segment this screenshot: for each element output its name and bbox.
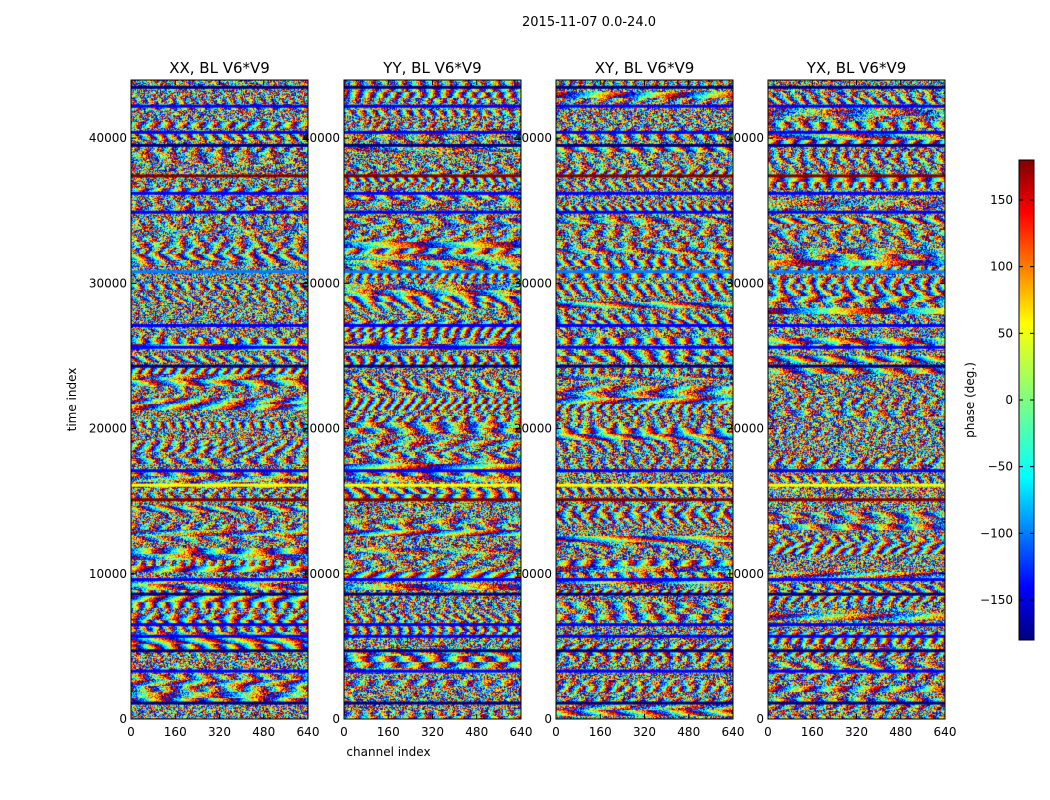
x-tick-label: 640 xyxy=(297,725,320,739)
y-tick-label: 40000 xyxy=(89,131,127,145)
x-tick-label: 480 xyxy=(677,725,700,739)
panel-title: YY, BL V6*V9 xyxy=(382,59,481,77)
x-tick-label: 320 xyxy=(845,725,868,739)
y-tick-label: 0 xyxy=(332,712,340,726)
y-tick-label: 10000 xyxy=(302,567,340,581)
y-tick-label: 20000 xyxy=(302,422,340,436)
panel-title: XY, BL V6*V9 xyxy=(595,59,695,77)
x-tick-label: 0 xyxy=(552,725,560,739)
y-tick-label: 40000 xyxy=(302,131,340,145)
y-tick-label: 0 xyxy=(544,712,552,726)
y-tick-label: 30000 xyxy=(514,276,552,290)
y-tick-label: 10000 xyxy=(89,567,127,581)
figure-suptitle: 2015-11-07 0.0-24.0 xyxy=(522,15,656,30)
panel-1: XX, BL V6*V9 0 160 320 480 640 0 10000 20000 3000… xyxy=(65,59,319,739)
y-axis-label: time index xyxy=(65,368,79,432)
x-tick-label: 640 xyxy=(934,725,957,739)
colorbar-tick-label: −150 xyxy=(980,593,1013,607)
y-tick-label: 20000 xyxy=(726,422,764,436)
panel-title: XX, BL V6*V9 xyxy=(169,59,270,77)
panel-4: YX, BL V6*V9 0 160 320 480 640 0 10000 20000 3000… xyxy=(726,59,957,739)
heatmap-image xyxy=(768,80,945,719)
heatmap-image xyxy=(131,80,308,719)
colorbar-label: phase (deg.) xyxy=(963,362,977,438)
panel-3: XY, BL V6*V9 0 160 320 480 640 0 10000 20000 3000… xyxy=(514,59,745,739)
panel-title: YX, BL V6*V9 xyxy=(806,59,907,77)
y-tick-label: 10000 xyxy=(726,567,764,581)
x-tick-label: 320 xyxy=(421,725,444,739)
y-tick-label: 20000 xyxy=(514,422,552,436)
colorbar-gradient xyxy=(1019,160,1034,640)
panels-layer: XX, BL V6*V9 0 160 320 480 640 0 10000 20000 3000… xyxy=(65,59,956,759)
heatmap-image xyxy=(556,80,733,719)
x-tick-label: 320 xyxy=(633,725,656,739)
x-tick-label: 320 xyxy=(208,725,231,739)
colorbar-tick-label: 100 xyxy=(990,260,1013,274)
y-tick-label: 40000 xyxy=(514,131,552,145)
x-tick-label: 0 xyxy=(764,725,772,739)
x-tick-label: 160 xyxy=(164,725,187,739)
y-tick-label: 40000 xyxy=(726,131,764,145)
y-tick-label: 20000 xyxy=(89,422,127,436)
colorbar-tick-label: 150 xyxy=(990,193,1013,207)
heatmap-image xyxy=(344,80,521,719)
x-tick-label: 0 xyxy=(127,725,135,739)
y-tick-label: 30000 xyxy=(302,276,340,290)
colorbar-tick-label: −50 xyxy=(988,460,1013,474)
colorbar-tick-label: 0 xyxy=(1005,393,1013,407)
y-tick-label: 10000 xyxy=(514,567,552,581)
y-tick-label: 0 xyxy=(119,712,127,726)
x-tick-label: 480 xyxy=(252,725,275,739)
x-tick-label: 0 xyxy=(340,725,348,739)
x-tick-label: 480 xyxy=(889,725,912,739)
y-tick-label: 0 xyxy=(756,712,764,726)
panel-2: YY, BL V6*V9 0 160 320 480 640 0 10000 20000 3000… xyxy=(302,59,533,759)
x-tick-label: 640 xyxy=(722,725,745,739)
colorbar-tick-label: 50 xyxy=(998,326,1013,340)
x-tick-label: 160 xyxy=(801,725,824,739)
y-tick-label: 30000 xyxy=(726,276,764,290)
colorbar: −150 −100 −50 0 50 100 150 phase (deg.) xyxy=(963,159,1035,641)
colorbar-tick-label: −100 xyxy=(980,526,1013,540)
x-tick-label: 160 xyxy=(377,725,400,739)
x-tick-label: 640 xyxy=(510,725,533,739)
x-axis-label: channel index xyxy=(346,745,430,759)
y-tick-label: 30000 xyxy=(89,276,127,290)
x-tick-label: 480 xyxy=(465,725,488,739)
x-tick-label: 160 xyxy=(589,725,612,739)
